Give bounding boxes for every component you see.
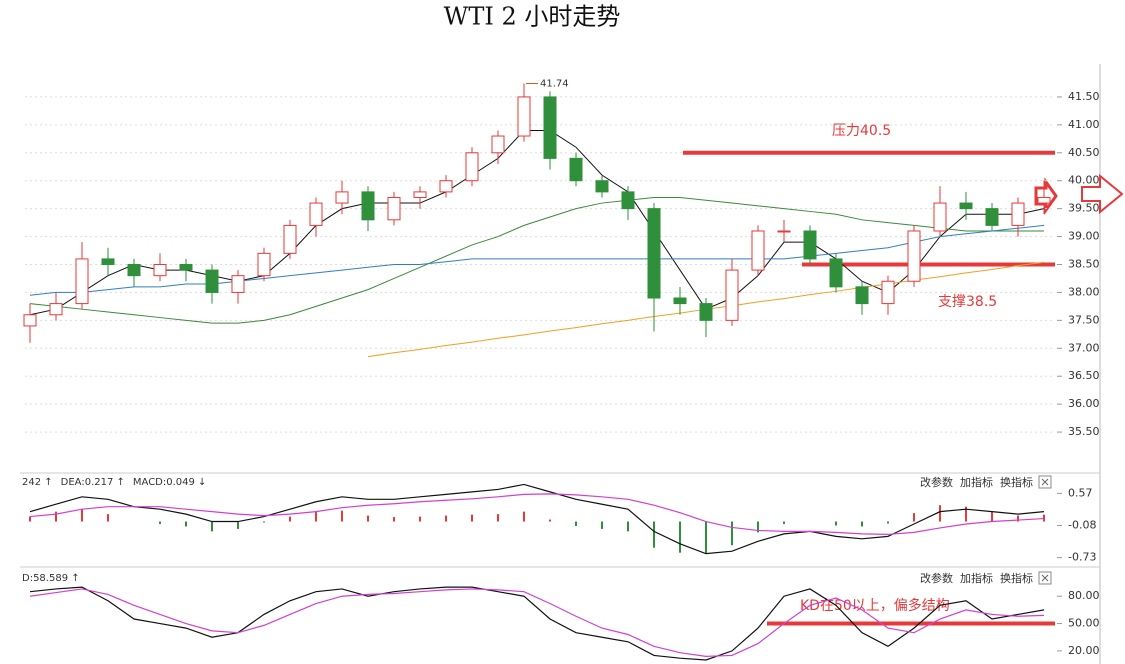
candle-body xyxy=(699,303,713,321)
kd-line xyxy=(29,586,1045,661)
candle-body xyxy=(361,191,375,221)
indicator-button[interactable]: 换指标 xyxy=(1000,475,1033,489)
level-label: KD在50以上，偏多结构 xyxy=(800,597,950,614)
peak-label: 41.74 xyxy=(540,79,569,90)
y-tick-label: 80.00 xyxy=(1068,589,1100,602)
y-tick-label: -0.08 xyxy=(1068,518,1096,531)
y-tick-label: 37.50 xyxy=(1068,313,1100,326)
candle-body xyxy=(101,258,115,265)
moving-average-line xyxy=(29,129,1045,316)
candle-body xyxy=(153,264,167,277)
candle-body xyxy=(907,230,921,282)
candle-body xyxy=(309,202,323,226)
y-tick-label: 40.50 xyxy=(1068,146,1100,159)
y-tick-label: 35.50 xyxy=(1068,425,1100,438)
candle-body xyxy=(283,224,297,254)
y-tick-label: 40.00 xyxy=(1068,174,1100,187)
moving-average-line xyxy=(29,196,1044,324)
y-tick-label: -0.73 xyxy=(1068,551,1096,564)
y-tick-label: 37.00 xyxy=(1068,341,1100,354)
candle-body xyxy=(179,264,193,271)
candle-body xyxy=(231,275,245,293)
chart-title: WTI 2 小时走势 xyxy=(444,3,621,31)
candle-body xyxy=(543,96,557,159)
candle-body xyxy=(1011,202,1025,226)
indicator-header: D:58.589 ↑ xyxy=(22,573,80,584)
candle-body xyxy=(621,191,635,210)
kd-line xyxy=(29,588,1045,657)
candle-body xyxy=(205,269,219,293)
y-tick-label: 38.50 xyxy=(1068,258,1100,271)
y-tick-label: 39.50 xyxy=(1068,202,1100,215)
y-tick-label: 50.00 xyxy=(1068,617,1100,630)
y-tick-label: 36.50 xyxy=(1068,369,1100,382)
candle-body xyxy=(335,191,349,204)
arrow-icon xyxy=(1081,173,1124,215)
y-tick-label: 36.00 xyxy=(1068,397,1100,410)
candle-body xyxy=(881,280,895,305)
candle-body xyxy=(517,96,531,137)
level-label: 支撑38.5 xyxy=(938,294,997,310)
moving-average-line xyxy=(29,224,1045,296)
indicator-header: 242 ↑ xyxy=(22,477,53,488)
y-tick-label: 41.50 xyxy=(1068,90,1100,103)
candle-body xyxy=(985,208,999,226)
macd-line xyxy=(29,493,1045,535)
indicator-button[interactable]: 加指标 xyxy=(960,571,993,585)
candle-body xyxy=(1037,196,1051,204)
candle-body xyxy=(387,196,401,221)
indicator-button[interactable]: 加指标 xyxy=(960,475,993,489)
candle-body xyxy=(933,202,947,232)
candle-body xyxy=(855,286,869,305)
candle-body xyxy=(569,157,583,182)
candle-body xyxy=(439,180,453,193)
y-tick-label: 20.00 xyxy=(1068,644,1100,657)
macd-line xyxy=(29,483,1045,555)
candle-body xyxy=(491,135,505,154)
y-tick-label: 0.57 xyxy=(1068,486,1093,499)
candle-body xyxy=(465,152,479,182)
indicator-header: MACD:0.049 ↓ xyxy=(133,477,207,488)
candle-body xyxy=(777,230,791,233)
candle-body xyxy=(49,303,63,316)
candle-body xyxy=(413,191,427,198)
candle-body xyxy=(673,297,687,305)
indicator-button[interactable]: 换指标 xyxy=(1000,571,1033,585)
candle-body xyxy=(829,258,843,288)
close-icon xyxy=(1041,574,1049,582)
close-icon xyxy=(1041,478,1049,486)
y-tick-label: 41.00 xyxy=(1068,118,1100,131)
y-tick-label: 39.00 xyxy=(1068,230,1100,243)
y-tick-label: 38.00 xyxy=(1068,285,1100,298)
candle-body xyxy=(595,180,609,193)
candle-body xyxy=(23,314,37,327)
indicator-header: DEA:0.217 ↑ xyxy=(61,477,125,488)
candle-body xyxy=(959,202,973,210)
candle-body xyxy=(803,230,817,260)
level-label: 压力40.5 xyxy=(832,123,891,139)
candle-body xyxy=(725,269,739,321)
arrow-icon xyxy=(1034,177,1058,215)
indicator-button[interactable]: 改参数 xyxy=(920,475,953,489)
candle-body xyxy=(75,258,89,305)
candle-body xyxy=(257,252,271,277)
candle-body xyxy=(751,230,765,271)
candle-body xyxy=(647,208,661,299)
indicator-button[interactable]: 改参数 xyxy=(920,571,953,585)
candle-body xyxy=(127,264,141,277)
